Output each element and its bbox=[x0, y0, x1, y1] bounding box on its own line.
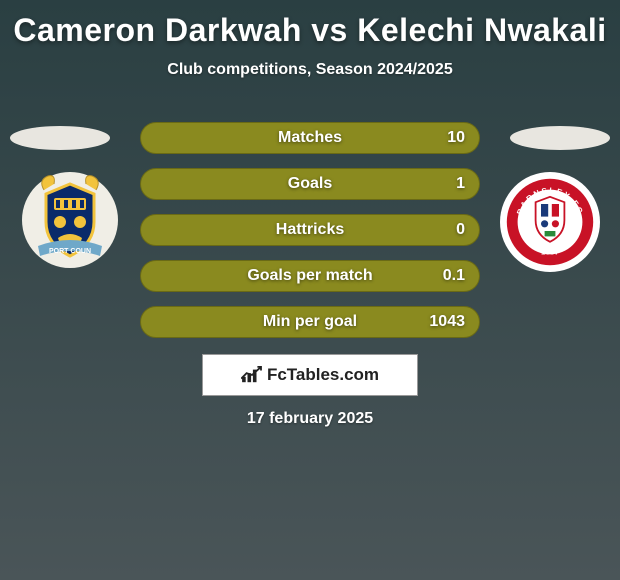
date-text: 17 february 2025 bbox=[0, 410, 620, 428]
stat-label: Hattricks bbox=[276, 221, 344, 239]
barnsley-fc-crest-icon: BARNSLEY FC 1887 bbox=[505, 177, 595, 267]
stat-bar: Goals per match 0.1 bbox=[140, 260, 480, 292]
right-club-crest: BARNSLEY FC 1887 bbox=[500, 172, 600, 272]
stat-value: 1 bbox=[456, 175, 465, 193]
stat-label: Matches bbox=[278, 129, 342, 147]
right-ellipse-shadow bbox=[510, 126, 610, 150]
svg-text:PORT COUN: PORT COUN bbox=[49, 248, 91, 255]
stat-label: Min per goal bbox=[263, 313, 357, 331]
stat-bar: Min per goal 1043 bbox=[140, 306, 480, 338]
brand-box: FcTables.com bbox=[202, 354, 418, 396]
stat-value: 0.1 bbox=[443, 267, 465, 285]
port-county-crest-icon: PORT COUN bbox=[20, 170, 120, 270]
stat-value: 1043 bbox=[429, 313, 465, 331]
stats-bars: Matches 10 Goals 1 Hattricks 0 Goals per… bbox=[140, 122, 480, 352]
stat-bar: Goals 1 bbox=[140, 168, 480, 200]
left-club-crest: PORT COUN bbox=[20, 170, 120, 270]
stat-label: Goals per match bbox=[247, 267, 372, 285]
page-title: Cameron Darkwah vs Kelechi Nwakali bbox=[0, 0, 620, 49]
stat-value: 0 bbox=[456, 221, 465, 239]
stat-label: Goals bbox=[288, 175, 332, 193]
crest-year: 1887 bbox=[541, 247, 559, 256]
subtitle: Club competitions, Season 2024/2025 bbox=[0, 61, 620, 79]
bar-chart-icon bbox=[241, 366, 263, 384]
brand-text: FcTables.com bbox=[267, 365, 379, 385]
stat-bar: Hattricks 0 bbox=[140, 214, 480, 246]
stat-bar: Matches 10 bbox=[140, 122, 480, 154]
stat-value: 10 bbox=[447, 129, 465, 147]
left-ellipse-shadow bbox=[10, 126, 110, 150]
